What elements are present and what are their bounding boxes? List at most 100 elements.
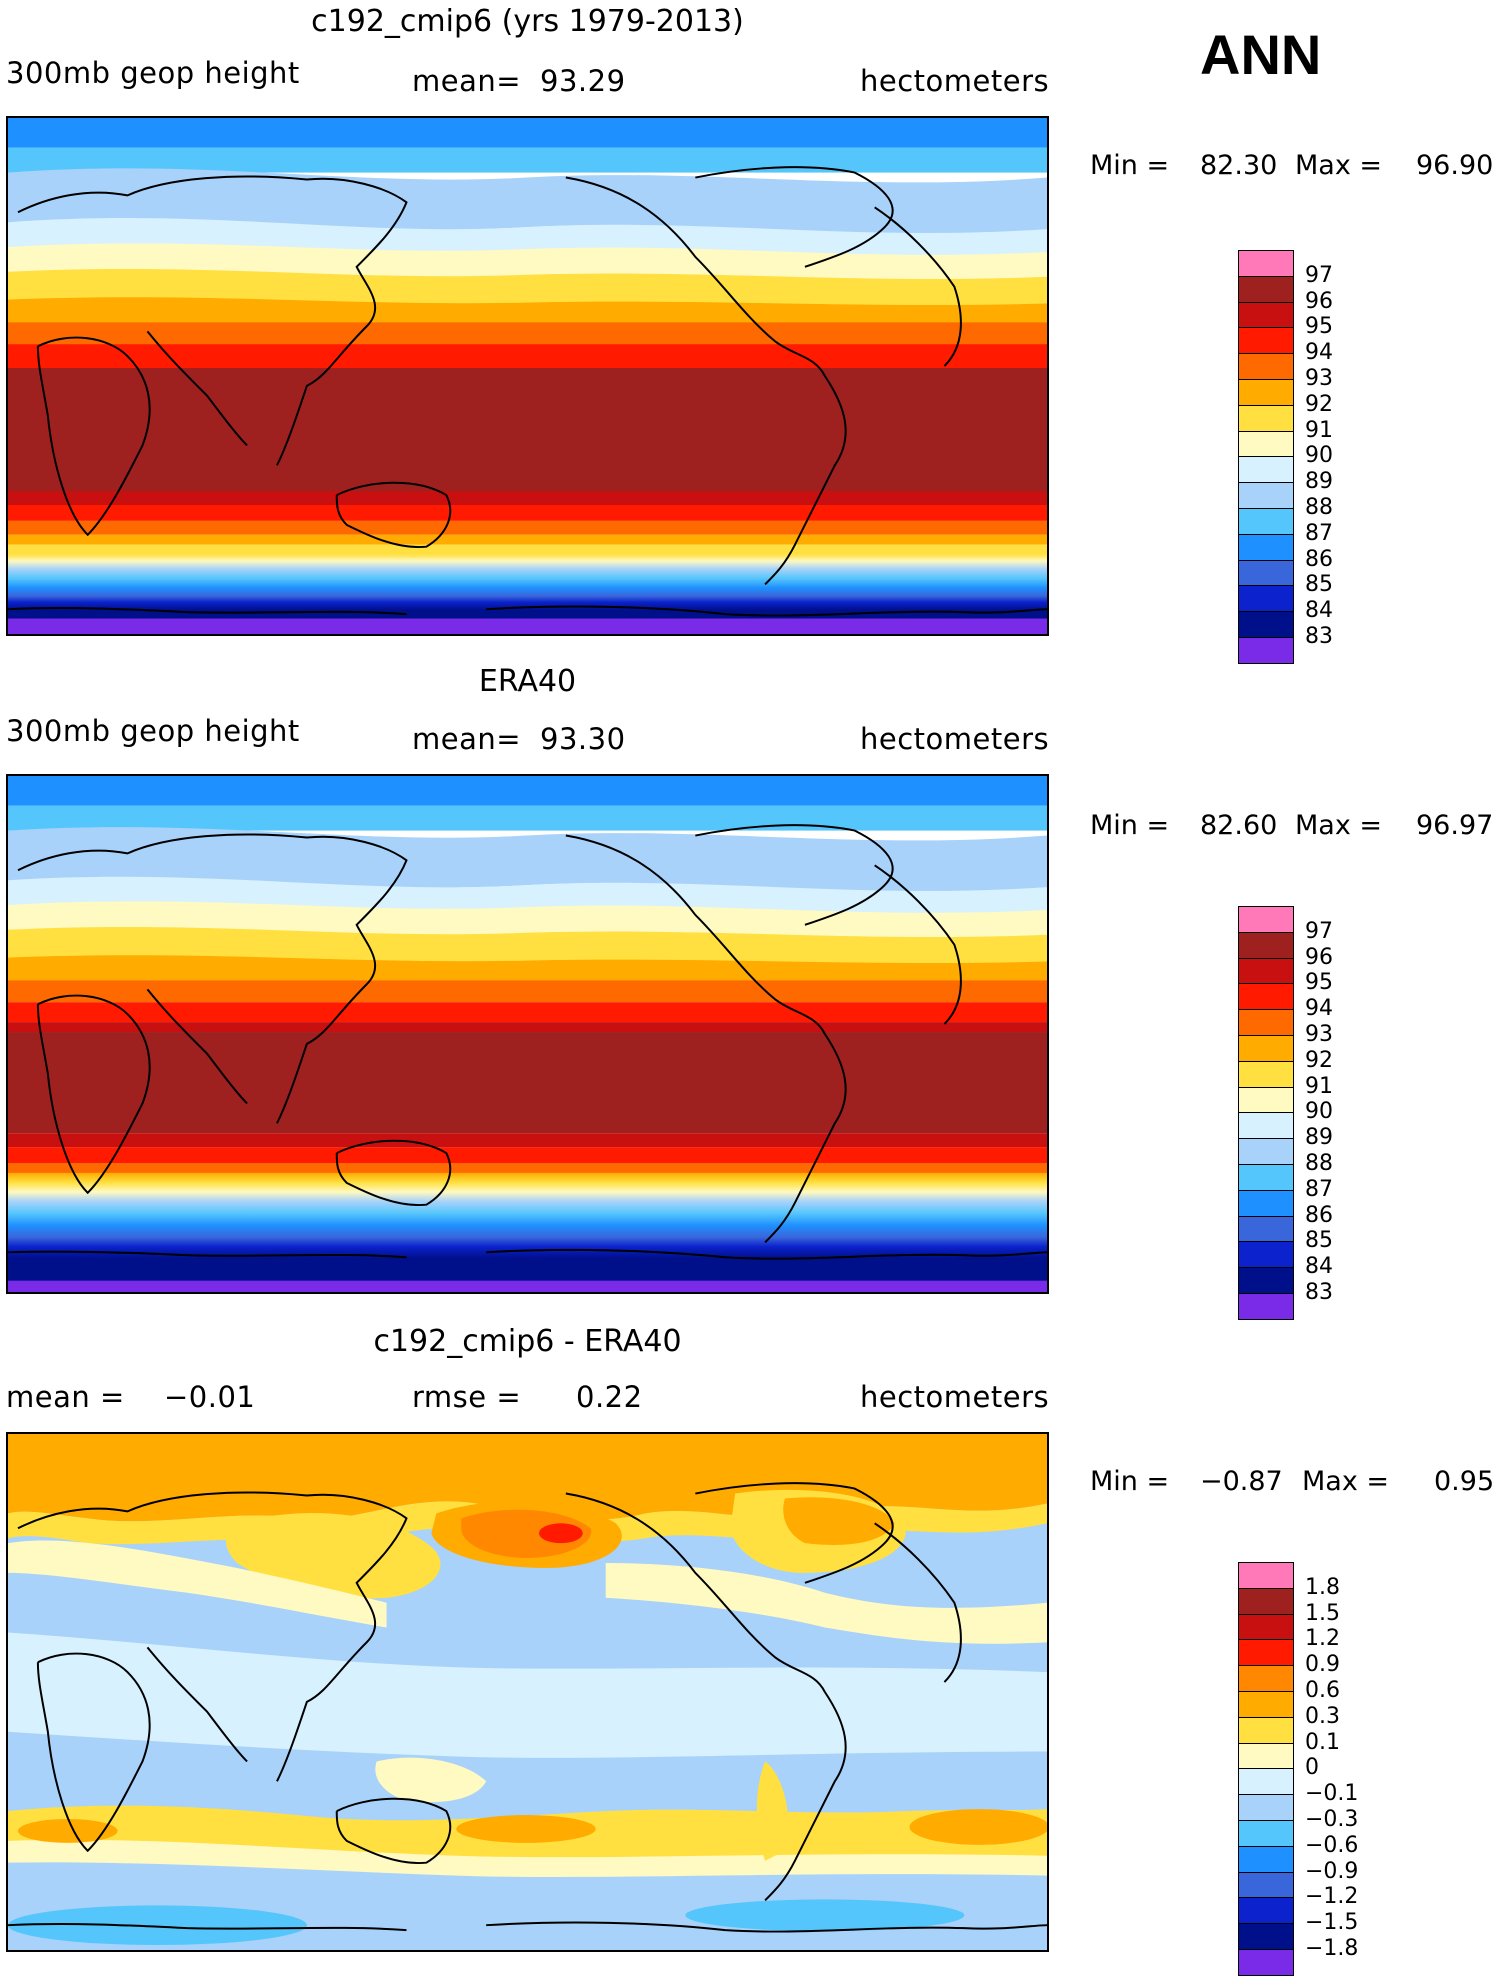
legend-label: −1.8 [1305,1936,1359,1961]
legend-swatch [1238,957,1294,985]
legend-swatch [1238,931,1294,960]
legend-label: 96 [1305,288,1333,314]
band [8,520,1047,535]
legend-label: 93 [1305,366,1333,391]
band [8,118,1047,148]
legend-label: −0.6 [1305,1832,1359,1858]
legend-label: −0.3 [1305,1807,1359,1832]
legend-swatch [1238,1086,1294,1114]
panel1-max-label: Max = [1295,150,1383,181]
band [8,827,1047,895]
panel3-min-value: −0.87 [1200,1466,1283,1497]
region-s-peak-w [17,1819,118,1843]
region-so-min-e [685,1899,965,1932]
band [8,534,1047,545]
band [8,776,1047,806]
legend-swatch [1238,1189,1294,1218]
legend-swatch [1238,1897,1294,1925]
region-npacific-max [538,1523,583,1544]
region-sa-yellow [756,1761,789,1861]
panel3-max-value: 0.95 [1434,1466,1495,1497]
panel2-units: hectometers [860,722,1050,756]
panel2-mean-label: mean= [412,722,522,756]
band [8,1163,1047,1175]
coastlines [8,166,1047,617]
legend-label: 87 [1305,1176,1333,1202]
panel1-mean-label: mean= [412,64,522,98]
legend-swatch [1238,1009,1294,1037]
panel3-max-label: Max = [1302,1466,1390,1497]
legend-swatch [1238,1035,1294,1063]
band [8,491,1047,505]
legend-label: 85 [1305,1228,1333,1254]
band [8,901,1047,939]
legend-label: 91 [1305,1073,1333,1099]
legend-swatch [1238,1293,1294,1321]
legend-swatch [1238,906,1294,934]
panel3-units: hectometers [860,1380,1050,1414]
legend-swatch [1238,379,1294,407]
legend-label: 91 [1305,417,1333,443]
legend-swatch [1238,983,1294,1011]
legend-label: 96 [1305,944,1333,970]
legend-label: 92 [1305,391,1333,417]
legend-swatch [1238,1562,1294,1590]
legend-label: 84 [1305,1254,1333,1280]
band [8,243,1047,281]
legend-label: 90 [1305,443,1333,469]
panel2-max-label: Max = [1295,810,1383,841]
legend-swatch [1238,1845,1294,1874]
legend-label: 1.5 [1305,1600,1340,1626]
legend-label: −0.9 [1305,1858,1359,1884]
panel1-units: hectometers [860,64,1050,98]
legend-swatch [1238,1794,1294,1822]
panel2-mean-value: 93.30 [540,722,626,756]
panel3-min-label: Min = [1090,1466,1170,1497]
legend-swatch [1238,1060,1294,1089]
legend-label: 1.2 [1305,1626,1340,1652]
legend-swatch [1238,1691,1294,1719]
legend-label: 88 [1305,495,1333,520]
band [8,955,1047,988]
panel2-title: ERA40 [478,664,577,699]
band [8,1022,1047,1033]
panel3-legend [1238,1562,1294,1976]
legend-label: 86 [1305,1202,1333,1228]
legend-swatch [1238,327,1294,355]
panel1-map [6,116,1049,636]
region-s-peak-nz [456,1815,596,1843]
legend-label: 0.1 [1305,1729,1340,1755]
panel1-mean-value: 93.29 [540,64,626,98]
legend-swatch [1238,1665,1294,1693]
panel1-title: c192_cmip6 (yrs 1979-2013) [311,4,744,39]
legend-swatch [1238,1923,1294,1951]
band [8,980,1047,1003]
legend-label: 90 [1305,1099,1333,1125]
panel3-rmse-value: 0.22 [576,1380,643,1414]
legend-swatch [1238,1215,1294,1243]
legend-swatch [1238,1639,1294,1667]
panel2-min-value: 82.60 [1200,810,1278,841]
panel1-min-label: Min = [1090,150,1170,181]
legend-label: 95 [1305,970,1333,996]
legend-label: 92 [1305,1047,1333,1073]
legend-swatch [1238,1138,1294,1166]
legend-swatch [1238,585,1294,613]
band [8,147,1047,173]
region-aus [375,1757,487,1803]
legend-label: 86 [1305,546,1333,572]
region-so-min-w [8,1905,307,1946]
panel3-rmse-label: rmse = [412,1380,522,1414]
legend-swatch [1238,1112,1294,1140]
legend-label: 95 [1305,314,1333,340]
season-label: ANN [1200,23,1322,86]
panel1-legend [1238,250,1294,665]
panel3-title: c192_cmip6 - ERA40 [373,1324,682,1359]
band [8,217,1047,262]
legend-label: 1.8 [1305,1574,1340,1600]
legend-label: 0.6 [1305,1678,1340,1703]
band [8,876,1047,920]
legend-label: 97 [1305,918,1333,944]
band [8,322,1047,349]
south-band [8,554,1047,634]
